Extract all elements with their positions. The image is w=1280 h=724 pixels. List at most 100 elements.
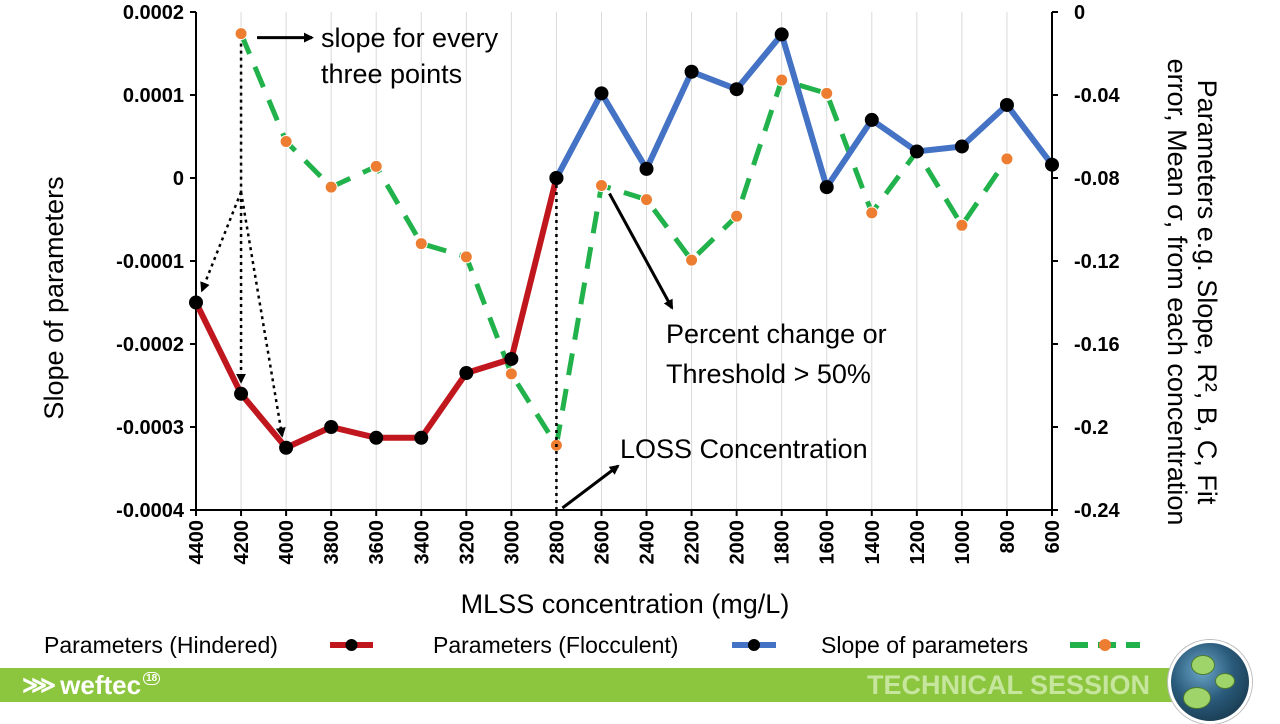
threshold-arrow [608, 192, 674, 310]
weftec-mark-icon: ⋙ [22, 671, 57, 699]
x-axis-ticks: 4400 4200 4000 3800 3600 3400 3200 3000 2800 2600… [186, 510, 1064, 565]
x-tick-label: 4000 [276, 520, 298, 565]
slope-point [234, 27, 248, 41]
flocculent-point [819, 180, 834, 195]
x-tick-label: 2800 [546, 520, 568, 565]
x-tick-label: 3600 [366, 520, 388, 565]
logo-badge: 18 [143, 671, 161, 685]
left-tick-label: -0.0001 [116, 251, 184, 273]
x-tick-label: 1800 [772, 520, 794, 565]
slope-point [820, 86, 834, 100]
loss-arrow [561, 464, 620, 510]
x-tick-label: 3200 [456, 520, 478, 565]
right-axis-ticks: 0 -0.04 -0.08 -0.12 -0.16 -0.2 -0.24 [1052, 2, 1120, 522]
left-tick-label: 0.0002 [123, 2, 184, 24]
flocculent-point [909, 144, 924, 159]
x-tick-label: 600 [1042, 520, 1064, 553]
flocculent-point [774, 27, 789, 42]
logo-text: weftec [60, 669, 142, 700]
flocculent-point [684, 64, 699, 79]
series-hindered [189, 171, 564, 455]
x-tick-label: 800 [997, 520, 1019, 553]
legend-slope-marker [1099, 639, 1111, 651]
x-tick-label: 2400 [637, 520, 659, 565]
grid-lines [195, 12, 1053, 510]
y-right-axis-title-line2: error, Mean σ, from each concentration [1162, 59, 1192, 526]
annotation-slope-line2: three points [321, 59, 462, 89]
slope-point [685, 253, 699, 267]
x-tick-label: 1400 [862, 520, 884, 565]
slope-point [324, 180, 338, 194]
flocculent-point [729, 82, 744, 97]
hindered-point [414, 430, 429, 445]
series-flocculent-line [553, 31, 1055, 191]
slope-point [775, 73, 789, 87]
annotation-loss: LOSS Concentration [620, 434, 868, 464]
footer-bar [0, 668, 1175, 702]
slope-point [1000, 152, 1014, 166]
right-tick-label: -0.24 [1074, 500, 1120, 522]
slope-point [865, 206, 879, 220]
hindered-point [459, 366, 474, 381]
annotation-slope-line1: slope for every [321, 23, 499, 53]
left-tick-label: -0.0002 [116, 334, 184, 356]
slope-point [279, 134, 293, 148]
dotted-arrow [239, 191, 286, 438]
series-slope [234, 27, 1014, 452]
legend: Parameters (Hindered) Parameters (Floccul… [44, 632, 1140, 658]
legend-hindered-label: Parameters (Hindered) [44, 632, 278, 658]
lily-pad-photo [1168, 640, 1252, 724]
slope-point [594, 178, 608, 192]
series-slope-line [238, 32, 1010, 448]
legend-hindered: Parameters (Hindered) [44, 632, 373, 658]
y-axis-title: Slope of parameters [39, 176, 69, 419]
annotation-arrows [200, 32, 674, 510]
hindered-point [189, 295, 203, 310]
x-tick-label: 3000 [501, 520, 523, 565]
dotted-arrow [200, 191, 243, 293]
hindered-point [234, 386, 249, 401]
right-tick-label: -0.12 [1074, 251, 1120, 273]
right-tick-label: 0 [1074, 2, 1085, 24]
x-tick-label: 1000 [952, 520, 974, 565]
x-tick-label: 1600 [817, 520, 839, 565]
left-tick-label: -0.0003 [116, 417, 184, 439]
right-tick-label: -0.08 [1074, 168, 1120, 190]
hindered-point [504, 351, 519, 366]
x-tick-label: 4200 [231, 520, 253, 565]
slope-point [414, 237, 428, 251]
slope-point [955, 218, 969, 232]
slope-point [730, 209, 744, 223]
flocculent-point [954, 139, 969, 154]
legend-flocculent: Parameters (Flocculent) [433, 632, 776, 658]
left-tick-label: 0.0001 [123, 85, 184, 107]
x-tick-label: 2000 [727, 520, 749, 565]
series-flocculent [549, 27, 1059, 195]
x-tick-label: 3800 [321, 520, 343, 565]
right-tick-label: -0.04 [1074, 85, 1120, 107]
left-axis-ticks: 0.0002 0.0001 0 -0.0001 -0.0002 -0.0003 -0.000… [116, 2, 196, 522]
x-tick-label: 2200 [682, 520, 704, 565]
weftec-logo: ⋙ weftec 18 [22, 668, 161, 702]
x-tick-label: 3400 [411, 520, 433, 565]
x-tick-label: 1200 [907, 520, 929, 565]
annotation-threshold-line1: Percent change or [666, 319, 887, 349]
right-tick-label: -0.2 [1074, 417, 1108, 439]
series-layer [189, 27, 1059, 455]
y-right-axis-title-line1: Parameters e.g. Slope, R², B, C, Fit [1192, 80, 1222, 505]
legend-flocculent-marker [748, 639, 760, 651]
hindered-point [324, 420, 339, 434]
left-tick-label: -0.0004 [116, 500, 185, 522]
hindered-point [279, 440, 294, 455]
flocculent-point [594, 86, 609, 101]
legend-flocculent-label: Parameters (Flocculent) [433, 632, 678, 658]
legend-hindered-marker [345, 639, 358, 651]
legend-slope-label: Slope of parameters [821, 632, 1028, 658]
x-tick-label: 4400 [186, 520, 208, 565]
flocculent-point [639, 161, 654, 176]
slope-point [369, 159, 383, 173]
left-tick-label: 0 [173, 168, 184, 190]
slope-point [504, 367, 518, 381]
flocculent-point [1045, 157, 1059, 172]
